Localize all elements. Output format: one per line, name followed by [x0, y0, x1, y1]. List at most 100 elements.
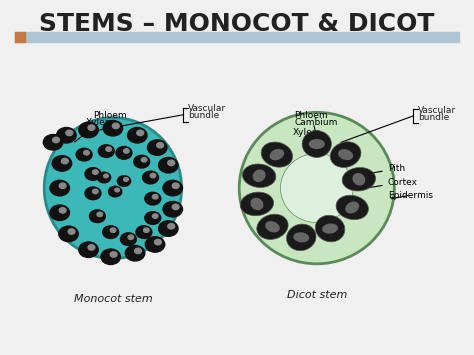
Circle shape: [141, 158, 147, 162]
Circle shape: [145, 212, 161, 224]
Circle shape: [136, 226, 152, 239]
Circle shape: [143, 171, 159, 184]
Circle shape: [76, 148, 92, 161]
Circle shape: [144, 228, 149, 233]
Circle shape: [112, 123, 119, 129]
Bar: [15, 32, 459, 42]
Circle shape: [84, 151, 89, 155]
Ellipse shape: [342, 168, 375, 191]
Circle shape: [85, 168, 101, 180]
Ellipse shape: [302, 131, 331, 157]
Ellipse shape: [253, 169, 265, 182]
Circle shape: [163, 201, 182, 217]
Circle shape: [97, 212, 102, 217]
Text: Phloem: Phloem: [295, 111, 328, 142]
Circle shape: [109, 186, 122, 197]
Circle shape: [163, 180, 182, 196]
Ellipse shape: [240, 192, 273, 216]
Circle shape: [62, 158, 68, 164]
Circle shape: [110, 228, 116, 233]
Bar: [15, 32, 25, 42]
Text: Vascular: Vascular: [188, 104, 227, 113]
Ellipse shape: [336, 195, 368, 220]
Circle shape: [85, 187, 101, 200]
Circle shape: [79, 122, 98, 138]
Circle shape: [147, 140, 167, 155]
Circle shape: [145, 237, 165, 252]
Ellipse shape: [239, 112, 394, 264]
Circle shape: [66, 130, 73, 136]
Circle shape: [98, 145, 114, 157]
Text: bundle: bundle: [418, 114, 449, 122]
Circle shape: [68, 229, 75, 234]
Text: Phloem: Phloem: [82, 111, 127, 135]
Circle shape: [101, 249, 120, 264]
Circle shape: [116, 147, 132, 159]
Circle shape: [50, 180, 70, 196]
Circle shape: [92, 170, 98, 174]
Circle shape: [153, 214, 158, 218]
Ellipse shape: [286, 224, 316, 251]
Circle shape: [125, 245, 145, 261]
Circle shape: [172, 183, 179, 189]
Circle shape: [155, 239, 161, 245]
Circle shape: [79, 242, 98, 257]
Circle shape: [124, 178, 128, 181]
Circle shape: [52, 155, 72, 171]
Circle shape: [159, 157, 178, 173]
Circle shape: [59, 183, 66, 189]
Ellipse shape: [293, 232, 309, 242]
Text: Dicot stem: Dicot stem: [287, 290, 347, 300]
Circle shape: [145, 192, 161, 205]
Circle shape: [106, 147, 111, 151]
Ellipse shape: [250, 198, 264, 210]
Circle shape: [118, 176, 131, 186]
Text: Epidermis: Epidermis: [388, 191, 433, 200]
Text: Cambium: Cambium: [295, 118, 338, 147]
Circle shape: [120, 233, 137, 245]
Ellipse shape: [270, 149, 284, 160]
Circle shape: [59, 226, 78, 242]
Ellipse shape: [353, 173, 365, 186]
Ellipse shape: [315, 215, 345, 242]
Circle shape: [172, 204, 179, 209]
Ellipse shape: [338, 149, 353, 160]
Circle shape: [110, 252, 117, 257]
Text: Cortex: Cortex: [365, 178, 418, 188]
Circle shape: [59, 208, 66, 213]
Circle shape: [168, 224, 174, 229]
Circle shape: [159, 221, 178, 236]
Circle shape: [135, 248, 141, 253]
Circle shape: [157, 142, 164, 148]
Circle shape: [153, 195, 158, 199]
Circle shape: [50, 205, 70, 220]
Text: Monocot stem: Monocot stem: [73, 294, 152, 304]
Circle shape: [104, 174, 109, 178]
Circle shape: [43, 135, 63, 150]
Circle shape: [88, 125, 95, 130]
Circle shape: [103, 120, 123, 136]
Circle shape: [88, 245, 95, 250]
Circle shape: [53, 137, 59, 143]
Circle shape: [103, 226, 118, 239]
Text: Xylem: Xylem: [292, 127, 321, 154]
Ellipse shape: [281, 154, 353, 223]
Circle shape: [56, 127, 76, 143]
Ellipse shape: [265, 221, 280, 233]
Circle shape: [115, 188, 119, 192]
Circle shape: [168, 160, 174, 165]
Ellipse shape: [261, 142, 292, 167]
Text: STEMS – MONOCOT & DICOT: STEMS – MONOCOT & DICOT: [39, 12, 435, 36]
Circle shape: [134, 155, 150, 168]
Ellipse shape: [330, 142, 361, 168]
Circle shape: [128, 235, 134, 240]
Ellipse shape: [309, 139, 325, 149]
Circle shape: [92, 189, 98, 194]
Circle shape: [150, 173, 156, 178]
Ellipse shape: [243, 164, 276, 187]
Ellipse shape: [346, 201, 359, 213]
Circle shape: [137, 130, 144, 136]
Circle shape: [97, 172, 111, 183]
Text: bundle: bundle: [188, 111, 219, 120]
Circle shape: [124, 149, 129, 153]
